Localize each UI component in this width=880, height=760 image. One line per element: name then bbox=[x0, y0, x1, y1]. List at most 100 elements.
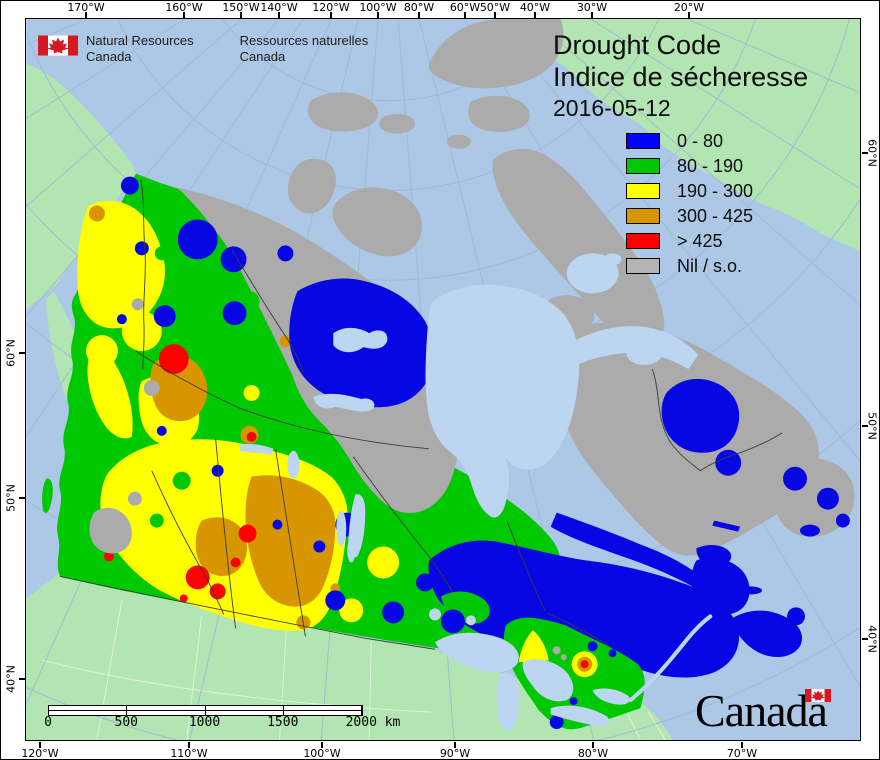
melville-island bbox=[307, 92, 379, 132]
legend-label: 80 - 190 bbox=[677, 156, 744, 176]
legend-swatch bbox=[626, 208, 660, 224]
axis-tick-right bbox=[862, 638, 868, 640]
legend-row: 80 - 190 bbox=[626, 156, 753, 176]
axis-label-top: 140°W bbox=[260, 1, 298, 14]
axis-label-left: 50°N bbox=[4, 484, 18, 512]
title-en: Drought Code bbox=[553, 30, 722, 60]
baffin-island bbox=[492, 148, 665, 344]
nrcan-logo: Natural Resources Canada Ressources natu… bbox=[34, 33, 368, 65]
north-alberta-orange bbox=[150, 355, 208, 422]
victoria-island bbox=[332, 187, 422, 257]
scale-label: 500 bbox=[114, 715, 138, 730]
alaska-russia-landmass bbox=[26, 63, 136, 310]
axis-tick-top bbox=[377, 12, 379, 18]
st-lawrence-shore-blue bbox=[550, 512, 699, 587]
axis-tick-top bbox=[418, 12, 420, 18]
legend-row: Nil / s.o. bbox=[626, 257, 753, 275]
axis-label-top: 150°W bbox=[222, 1, 260, 14]
foreign-land bbox=[26, 19, 860, 740]
great-bear-lake bbox=[333, 327, 388, 353]
map-title: Drought Code Indice de sécheresse 2016-0… bbox=[553, 29, 808, 123]
canada-flag-icon bbox=[38, 35, 78, 56]
scale-label: 1500 bbox=[267, 715, 299, 730]
axis-label-bottom: 70°W bbox=[726, 747, 758, 760]
lake-athabasca bbox=[239, 444, 274, 455]
ellesmere-island bbox=[428, 19, 564, 89]
axis-label-right: 50°N bbox=[865, 412, 879, 440]
lakes bbox=[239, 253, 713, 731]
legend-swatch bbox=[626, 133, 660, 149]
nova-scotia-blue bbox=[732, 610, 803, 658]
foxe-basin bbox=[566, 253, 619, 294]
logo-fr-line2: Canada bbox=[239, 49, 286, 64]
axis-label-left: 40°N bbox=[4, 665, 18, 693]
lake-superior bbox=[435, 632, 519, 673]
manitoba-ontario-border bbox=[352, 456, 454, 593]
labrador-blue bbox=[661, 378, 740, 453]
logo-text-en: Natural Resources Canada bbox=[86, 33, 194, 65]
logo-en-line1: Natural Resources bbox=[86, 33, 194, 48]
axis-tick-left bbox=[19, 352, 25, 354]
scale-bar-labels: 0 500 1000 1500 2000 km bbox=[1, 715, 421, 730]
axis-tick-top bbox=[278, 12, 280, 18]
us-canada-border bbox=[59, 576, 436, 650]
sixtieth-parallel-border bbox=[135, 350, 430, 450]
axis-label-right: 60°N bbox=[865, 139, 879, 167]
quebec-labrador-border bbox=[651, 368, 783, 472]
axis-label-top: 160°W bbox=[165, 1, 203, 14]
legend-swatch bbox=[626, 233, 660, 249]
yukon-nwt-border bbox=[140, 179, 146, 370]
scale-label: 0 bbox=[44, 715, 52, 730]
logo-text-fr: Ressources naturelles Canada bbox=[240, 33, 369, 65]
axis-tick-bottom bbox=[39, 742, 41, 748]
axis-tick-top bbox=[85, 12, 87, 18]
lake-ontario bbox=[592, 688, 630, 705]
banks-island bbox=[287, 158, 336, 214]
legend-label: 300 - 425 bbox=[677, 206, 754, 226]
axis-label-top: 20°W bbox=[673, 1, 705, 14]
axis-tick-left bbox=[19, 678, 25, 680]
axis-label-top: 80°W bbox=[403, 1, 435, 14]
parry-island bbox=[379, 113, 416, 134]
axis-label-top: 30°W bbox=[576, 1, 608, 14]
axis-tick-top bbox=[494, 12, 496, 18]
legend-row: > 425 bbox=[626, 232, 753, 250]
axis-tick-top bbox=[688, 12, 690, 18]
haida-gwaii bbox=[42, 478, 53, 513]
axis-tick-top bbox=[183, 12, 185, 18]
axis-tick-left bbox=[19, 497, 25, 499]
sask-manitoba-border bbox=[275, 448, 306, 637]
axis-label-top: 120°W bbox=[312, 1, 350, 14]
canada-wordmark: Canada bbox=[695, 687, 831, 735]
axis-label-top: 50°W bbox=[479, 1, 511, 14]
lake-michigan bbox=[496, 673, 520, 731]
legend-row: 0 - 80 bbox=[626, 132, 753, 150]
axis-tick-bottom bbox=[592, 742, 594, 748]
axis-tick-bottom bbox=[321, 742, 323, 748]
nwt-nunavut-border bbox=[231, 249, 304, 374]
axis-tick-right bbox=[862, 152, 868, 154]
axis-tick-bottom bbox=[454, 742, 456, 748]
alberta-sask-border bbox=[215, 438, 237, 629]
axis-tick-bottom bbox=[741, 742, 743, 748]
axis-tick-top bbox=[591, 12, 593, 18]
axis-label-right: 40°N bbox=[865, 625, 879, 653]
legend-swatch bbox=[626, 258, 660, 274]
axis-label-bottom: 110°W bbox=[170, 747, 208, 760]
wordmark-flag-icon bbox=[804, 689, 831, 702]
map-canvas bbox=[26, 19, 860, 740]
axis-tick-bottom bbox=[188, 742, 190, 748]
pei-blue bbox=[738, 586, 763, 595]
axis-label-left: 60°N bbox=[4, 339, 18, 367]
reindeer-lake bbox=[287, 450, 300, 479]
legend: 0 - 80 80 - 190 190 - 300 300 - 425 > 425 Nil… bbox=[626, 132, 754, 283]
axis-label-bottom: 100°W bbox=[303, 747, 341, 760]
title-fr: Indice de sécheresse bbox=[553, 62, 809, 92]
legend-row: 300 - 425 bbox=[626, 206, 754, 226]
new-brunswick-blue bbox=[691, 557, 750, 615]
axis-label-top: 100°W bbox=[359, 1, 397, 14]
hudson-bay bbox=[425, 284, 580, 518]
greenland-landmass bbox=[524, 19, 860, 252]
ungava-bay bbox=[626, 341, 663, 366]
